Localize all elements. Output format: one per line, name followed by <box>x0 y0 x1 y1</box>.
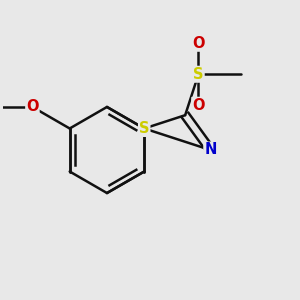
Text: S: S <box>139 121 149 136</box>
Text: O: O <box>192 36 205 51</box>
Text: N: N <box>204 142 217 158</box>
Text: S: S <box>193 67 204 82</box>
Text: O: O <box>192 98 205 113</box>
Text: O: O <box>26 100 39 115</box>
